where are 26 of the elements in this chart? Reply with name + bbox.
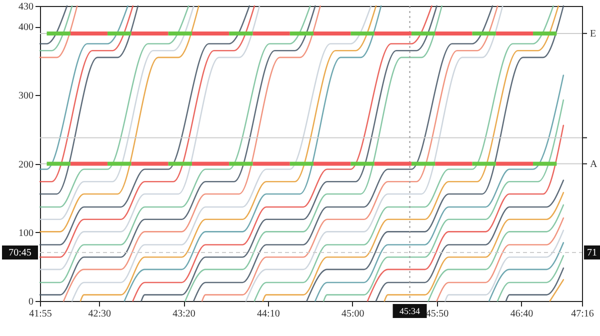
y-tick-label: 200	[18, 159, 34, 170]
x-tick-label: 45:00	[341, 308, 364, 320]
line-series	[184, 5, 443, 302]
annotation: 70:45	[8, 247, 32, 258]
x-tick-label: 43:20	[172, 308, 196, 320]
annotation: 71	[587, 247, 597, 258]
annotation: 45:34	[400, 306, 421, 316]
line-series	[436, 217, 564, 302]
ref-line-label: A	[590, 158, 598, 170]
x-tick-label: 41:55	[29, 308, 52, 320]
line-series	[428, 204, 564, 302]
x-tick-label: 46:40	[510, 308, 534, 320]
y-tick-label: 300	[18, 90, 34, 102]
y-tick-label: 0	[28, 296, 34, 308]
line-series	[245, 5, 504, 302]
x-tick-label: 44:10	[257, 308, 280, 320]
line-series	[366, 124, 564, 302]
x-tick-label: 47:16	[571, 308, 594, 320]
x-tick-label: 42:30	[88, 308, 111, 320]
ref-line-label: E	[590, 28, 596, 40]
line-series	[306, 5, 564, 302]
line-series	[444, 230, 564, 302]
y-tick-label: 400	[18, 22, 34, 34]
y-tick-label: 100	[18, 228, 34, 239]
line-series	[124, 5, 382, 302]
y-tick-label: 430	[18, 2, 34, 12]
